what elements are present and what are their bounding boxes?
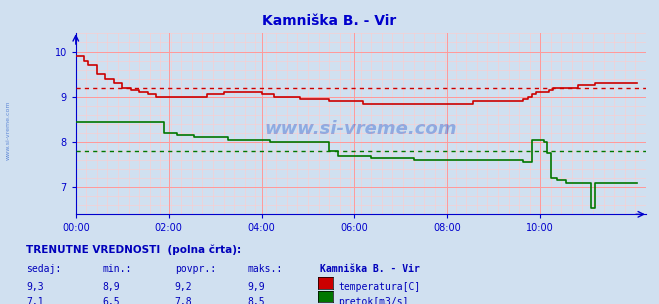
Text: maks.:: maks.: (247, 264, 282, 275)
Text: 7,1: 7,1 (26, 297, 44, 304)
Text: 8,9: 8,9 (102, 282, 120, 292)
Text: 9,2: 9,2 (175, 282, 192, 292)
Text: Kamniška B. - Vir: Kamniška B. - Vir (262, 14, 397, 28)
Text: 8,5: 8,5 (247, 297, 265, 304)
Text: sedaj:: sedaj: (26, 264, 61, 275)
Text: 9,3: 9,3 (26, 282, 44, 292)
Text: www.si-vreme.com: www.si-vreme.com (6, 101, 11, 161)
Text: www.si-vreme.com: www.si-vreme.com (264, 120, 457, 138)
Text: Kamniška B. - Vir: Kamniška B. - Vir (320, 264, 420, 275)
Text: min.:: min.: (102, 264, 132, 275)
Text: 9,9: 9,9 (247, 282, 265, 292)
Text: 6,5: 6,5 (102, 297, 120, 304)
Text: 7,8: 7,8 (175, 297, 192, 304)
Text: pretok[m3/s]: pretok[m3/s] (338, 297, 409, 304)
Text: TRENUTNE VREDNOSTI  (polna črta):: TRENUTNE VREDNOSTI (polna črta): (26, 245, 241, 255)
Text: temperatura[C]: temperatura[C] (338, 282, 420, 292)
Text: povpr.:: povpr.: (175, 264, 215, 275)
